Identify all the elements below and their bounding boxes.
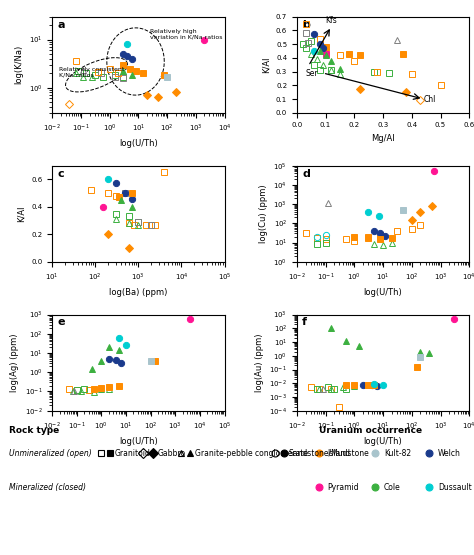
Text: e: e xyxy=(57,317,65,327)
Text: c: c xyxy=(57,169,64,179)
Text: Uranium occurrence: Uranium occurrence xyxy=(319,426,422,435)
Text: Granite-pebble conglomerate: Granite-pebble conglomerate xyxy=(195,448,308,458)
Text: b: b xyxy=(302,19,310,29)
Text: Pyramid: Pyramid xyxy=(328,482,359,492)
Text: Sandstone/Mudstone: Sandstone/Mudstone xyxy=(289,448,369,458)
Y-axis label: log(Ag) (ppm): log(Ag) (ppm) xyxy=(10,334,19,392)
Text: Chl: Chl xyxy=(423,95,436,104)
Text: d: d xyxy=(302,169,310,179)
Text: Kfs: Kfs xyxy=(326,16,337,25)
Text: Cole: Cole xyxy=(384,482,401,492)
Y-axis label: log(Cu) (ppm): log(Cu) (ppm) xyxy=(259,184,268,243)
Text: Island: Island xyxy=(328,448,351,458)
Text: Relatively consistent
K/Na ratios: Relatively consistent K/Na ratios xyxy=(59,67,124,78)
Text: Dussault: Dussault xyxy=(438,482,472,492)
Text: f: f xyxy=(302,317,307,327)
Text: Kult-82: Kult-82 xyxy=(384,448,411,458)
Y-axis label: K/Al: K/Al xyxy=(261,57,270,73)
Y-axis label: K/Al: K/Al xyxy=(17,205,26,222)
X-axis label: log(U/Th): log(U/Th) xyxy=(364,437,402,446)
Text: a: a xyxy=(57,19,65,29)
Y-axis label: log(K/Na): log(K/Na) xyxy=(14,45,23,84)
Text: Unmineralized (open): Unmineralized (open) xyxy=(9,448,92,458)
Y-axis label: log(Au) (ppm): log(Au) (ppm) xyxy=(255,334,264,392)
Text: Relatively high
variation in K/Na ratios: Relatively high variation in K/Na ratios xyxy=(150,28,223,39)
Text: Rock type: Rock type xyxy=(9,426,60,435)
Text: Gabbro: Gabbro xyxy=(157,448,185,458)
X-axis label: log(U/Th): log(U/Th) xyxy=(364,288,402,297)
Text: Ser: Ser xyxy=(306,69,318,78)
X-axis label: log(U/Th): log(U/Th) xyxy=(119,139,158,148)
X-axis label: log(U/Th): log(U/Th) xyxy=(119,437,158,446)
Text: Welch: Welch xyxy=(438,448,461,458)
X-axis label: log(Ba) (ppm): log(Ba) (ppm) xyxy=(109,288,167,297)
X-axis label: Mg/Al: Mg/Al xyxy=(371,134,395,143)
Text: Granitoid: Granitoid xyxy=(115,448,151,458)
Text: Mineralized (closed): Mineralized (closed) xyxy=(9,482,86,492)
